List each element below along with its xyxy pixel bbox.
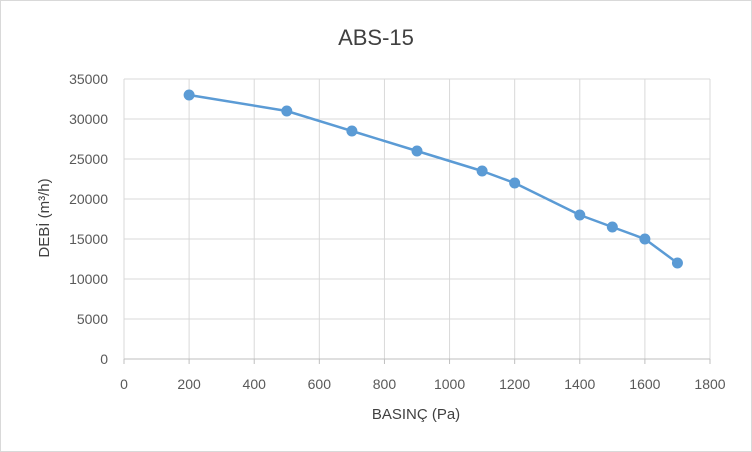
axes xyxy=(123,79,711,364)
data-point xyxy=(671,257,683,269)
x-tick-label: 800 xyxy=(373,376,397,392)
series-line xyxy=(187,93,679,265)
y-tick-label: 25000 xyxy=(69,151,108,167)
data-point xyxy=(346,125,358,137)
y-tick-label: 20000 xyxy=(69,191,108,207)
y-axis-title: DEBİ (m³/h) xyxy=(35,178,53,257)
data-point xyxy=(606,221,618,233)
y-tick-label: 5000 xyxy=(77,311,108,327)
x-tick-label: 0 xyxy=(120,376,128,392)
x-axis-title: BASINÇ (Pa) xyxy=(372,406,460,423)
x-tick-label: 200 xyxy=(177,376,201,392)
data-point xyxy=(639,233,651,245)
data-point xyxy=(574,209,586,221)
series-layer xyxy=(183,89,683,269)
gridlines xyxy=(124,78,711,359)
y-tick-label: 10000 xyxy=(69,271,108,287)
y-tick-label: 35000 xyxy=(69,71,108,87)
x-tick-label: 1600 xyxy=(629,376,660,392)
data-point xyxy=(183,89,195,101)
y-tick-label: 30000 xyxy=(69,111,108,127)
data-point xyxy=(281,105,293,117)
x-tick-label: 600 xyxy=(308,376,332,392)
x-tick-label: 1400 xyxy=(564,376,595,392)
data-point xyxy=(411,145,423,157)
tick-labels: 0 200 400 600 800 1000 1200 1400 1600 1800 0 5000 10… xyxy=(69,71,726,392)
x-tick-label: 400 xyxy=(243,376,267,392)
x-tick-label: 1200 xyxy=(499,376,530,392)
data-point xyxy=(476,165,488,177)
chart-title: ABS-15 xyxy=(338,25,414,50)
x-tick-label: 1000 xyxy=(434,376,465,392)
y-tick-label: 15000 xyxy=(69,231,108,247)
data-point xyxy=(509,177,521,189)
x-tick-label: 1800 xyxy=(694,376,725,392)
y-tick-label: 0 xyxy=(100,351,108,367)
